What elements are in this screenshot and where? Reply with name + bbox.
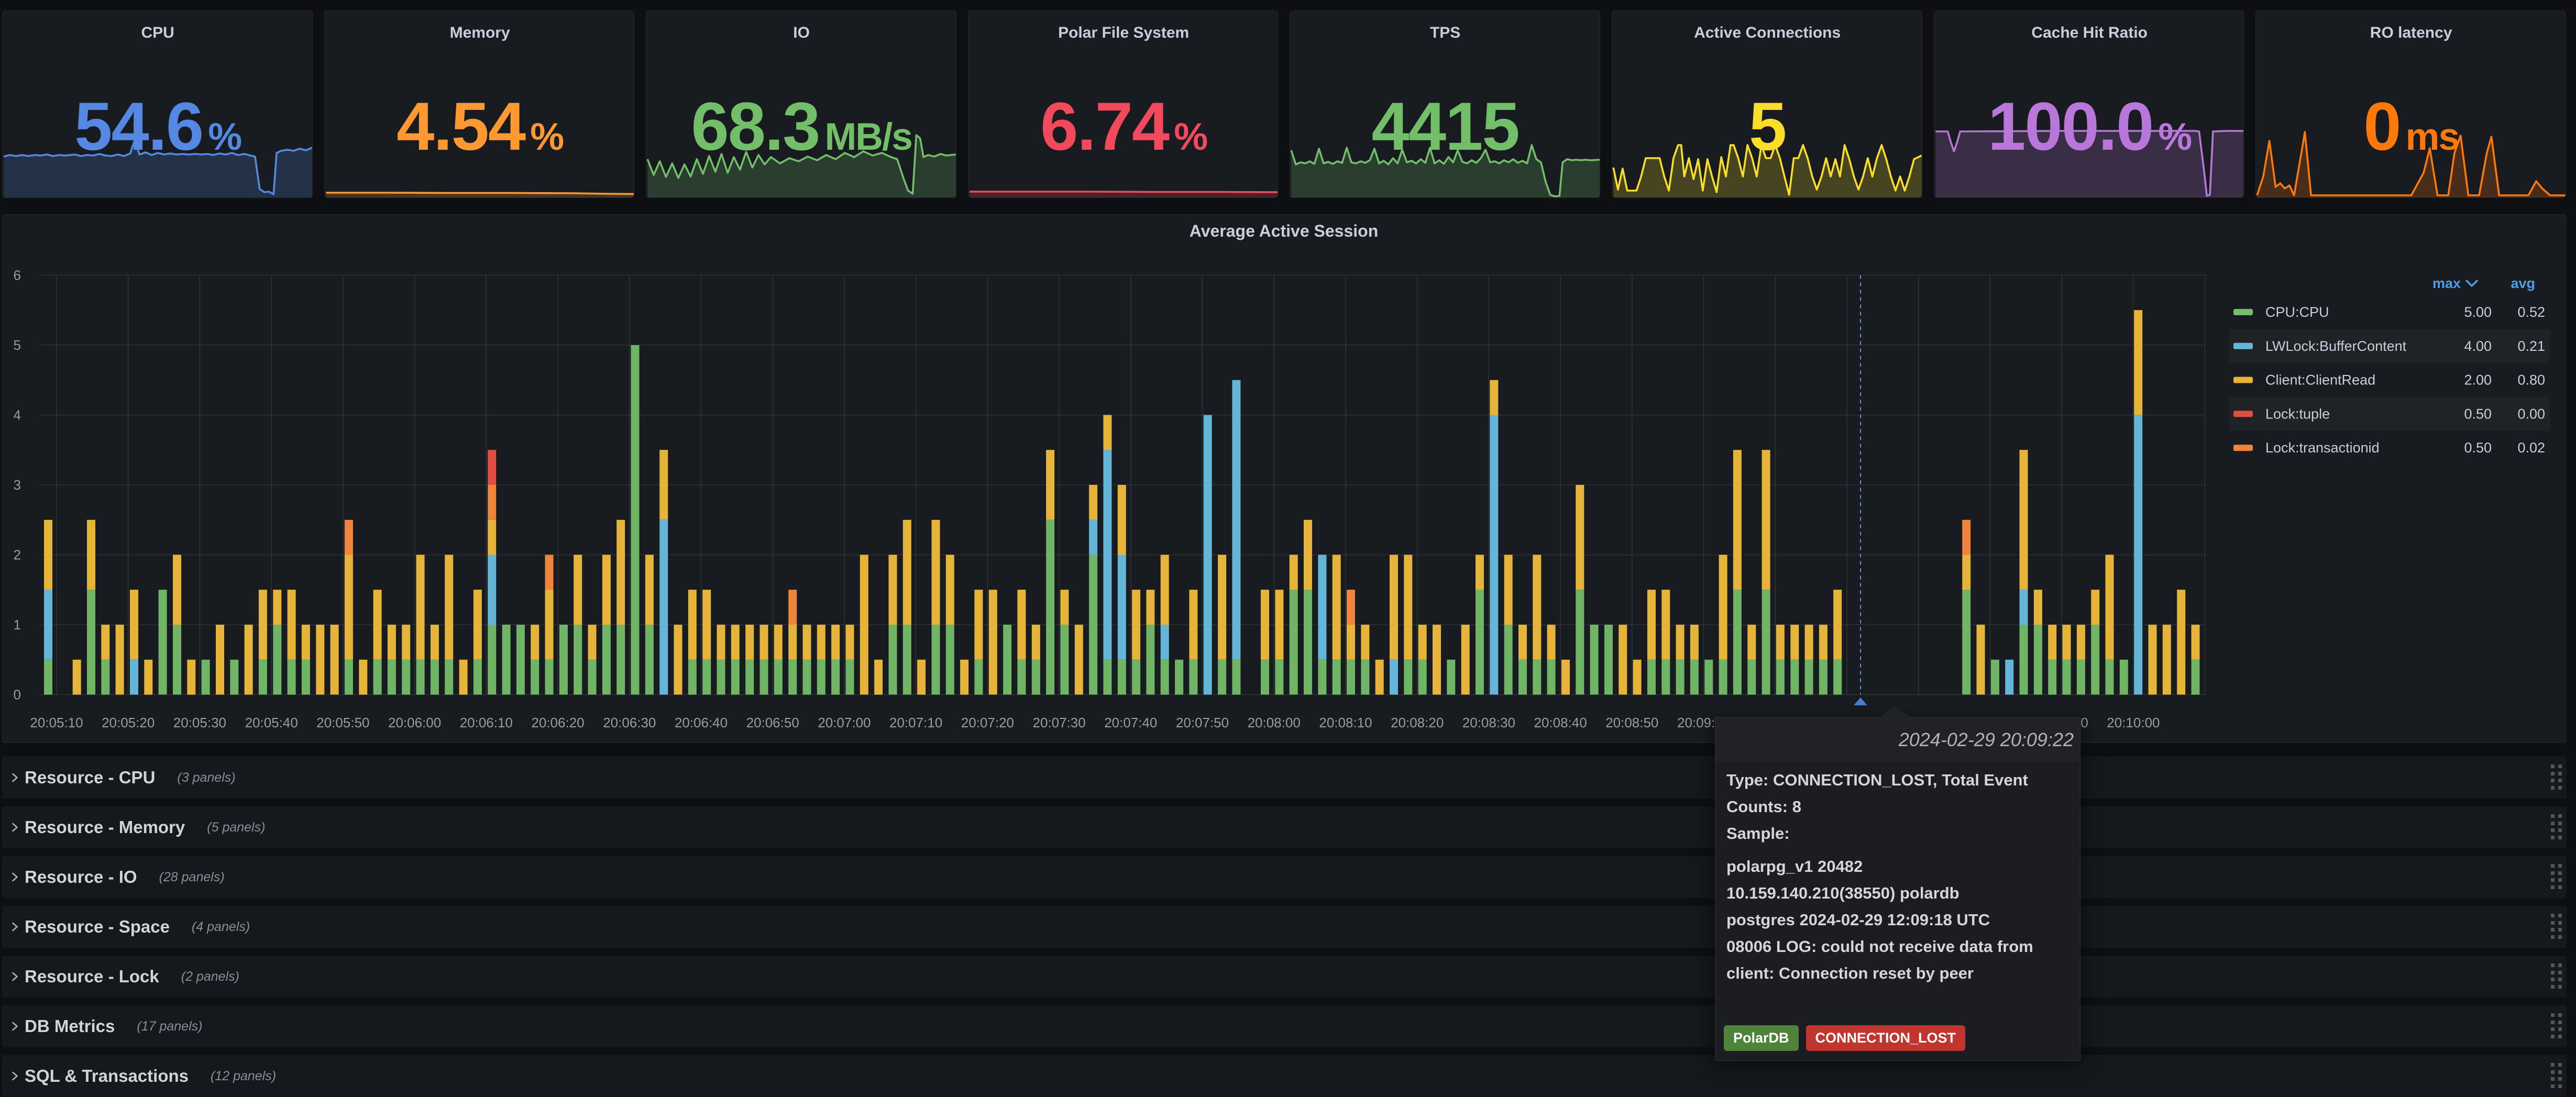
svg-text:20:06:40: 20:06:40 xyxy=(675,715,728,730)
svg-text:0.21: 0.21 xyxy=(2517,338,2545,354)
svg-text:Active Connections: Active Connections xyxy=(1694,24,1841,41)
svg-text:Client:ClientRead: Client:ClientRead xyxy=(2265,372,2375,388)
svg-text:20:06:00: 20:06:00 xyxy=(388,715,441,730)
svg-text:5: 5 xyxy=(1749,88,1786,164)
svg-text:CPU: CPU xyxy=(141,24,174,41)
svg-text:20:08:50: 20:08:50 xyxy=(1605,715,1658,730)
svg-text:IO: IO xyxy=(794,24,810,41)
svg-text:20:07:30: 20:07:30 xyxy=(1032,715,1085,730)
svg-text:0.52: 0.52 xyxy=(2517,304,2545,320)
svg-text:20:07:00: 20:07:00 xyxy=(818,715,871,730)
svg-text:2.00: 2.00 xyxy=(2464,372,2492,388)
svg-text:20:05:10: 20:05:10 xyxy=(30,715,83,730)
svg-text:20:07:10: 20:07:10 xyxy=(889,715,942,730)
svg-text:5.00: 5.00 xyxy=(2464,304,2492,320)
svg-text:Lock:transactionid: Lock:transactionid xyxy=(2265,440,2380,456)
svg-text:avg: avg xyxy=(2511,275,2535,291)
svg-text:3: 3 xyxy=(14,477,21,493)
svg-text:0.00: 0.00 xyxy=(2517,406,2545,422)
svg-text:Lock:tuple: Lock:tuple xyxy=(2265,406,2330,422)
svg-text:RO latency: RO latency xyxy=(2370,24,2452,41)
svg-text:20:06:50: 20:06:50 xyxy=(746,715,799,730)
svg-text:20:08:20: 20:08:20 xyxy=(1391,715,1444,730)
svg-text:20:07:50: 20:07:50 xyxy=(1176,715,1229,730)
svg-text:Polar File System: Polar File System xyxy=(1058,24,1189,41)
svg-text:20:07:40: 20:07:40 xyxy=(1104,715,1157,730)
svg-text:20:06:20: 20:06:20 xyxy=(531,715,584,730)
svg-text:20:10:00: 20:10:00 xyxy=(2107,715,2160,730)
svg-text:CPU:CPU: CPU:CPU xyxy=(2265,304,2329,320)
svg-text:2: 2 xyxy=(14,547,21,563)
svg-text:4.00: 4.00 xyxy=(2464,338,2492,354)
svg-text:4.54%: 4.54% xyxy=(397,88,563,164)
svg-text:20:06:10: 20:06:10 xyxy=(460,715,513,730)
svg-text:Memory: Memory xyxy=(449,24,510,41)
svg-text:Cache Hit Ratio: Cache Hit Ratio xyxy=(2031,24,2148,41)
svg-text:5: 5 xyxy=(14,337,21,353)
svg-text:0.50: 0.50 xyxy=(2464,406,2492,422)
svg-text:20:08:40: 20:08:40 xyxy=(1534,715,1587,730)
svg-text:20:07:20: 20:07:20 xyxy=(961,715,1014,730)
svg-text:4: 4 xyxy=(14,407,21,423)
svg-text:20:08:10: 20:08:10 xyxy=(1319,715,1372,730)
svg-text:0.80: 0.80 xyxy=(2517,372,2545,388)
svg-text:6: 6 xyxy=(14,268,21,283)
svg-text:0: 0 xyxy=(14,687,21,703)
svg-text:LWLock:BufferContent: LWLock:BufferContent xyxy=(2265,338,2407,354)
svg-text:20:05:40: 20:05:40 xyxy=(245,715,298,730)
svg-text:20:05:50: 20:05:50 xyxy=(316,715,369,730)
svg-text:20:05:30: 20:05:30 xyxy=(173,715,226,730)
svg-text:0.50: 0.50 xyxy=(2464,440,2492,456)
svg-text:20:08:00: 20:08:00 xyxy=(1248,715,1301,730)
svg-text:Average Active Session: Average Active Session xyxy=(1190,221,1378,240)
svg-text:TPS: TPS xyxy=(1430,24,1460,41)
svg-text:20:05:20: 20:05:20 xyxy=(102,715,155,730)
svg-text:20:06:30: 20:06:30 xyxy=(603,715,656,730)
svg-text:max: max xyxy=(2432,275,2461,291)
svg-text:20:08:30: 20:08:30 xyxy=(1462,715,1515,730)
svg-text:1: 1 xyxy=(14,617,21,633)
svg-text:0.02: 0.02 xyxy=(2517,440,2545,456)
svg-text:4415: 4415 xyxy=(1372,88,1519,164)
